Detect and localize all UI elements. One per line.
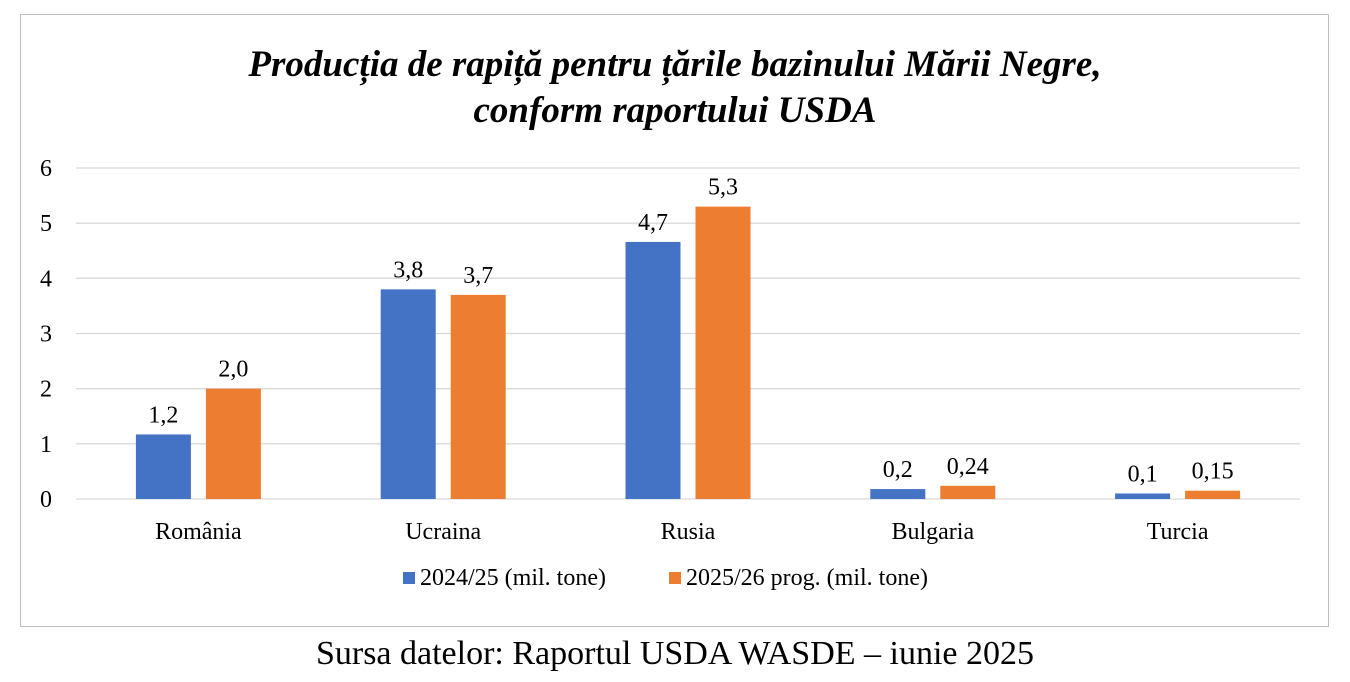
data-label: 0,2 <box>883 457 913 483</box>
y-tick-label: 1 <box>40 432 52 458</box>
data-label: 1,2 <box>148 402 178 428</box>
y-tick-label: 5 <box>40 211 52 237</box>
x-category-label: Rusia <box>661 519 716 545</box>
x-axis-category-labels: România Ucraina Rusia Bulgaria Turcia <box>155 519 1209 545</box>
bar <box>205 388 261 499</box>
y-axis-tick-labels: 0 1 2 3 4 5 6 <box>40 156 52 513</box>
chart-title-line-1: Producția de rapiță pentru țările bazinu… <box>248 44 1102 85</box>
bar <box>135 434 191 499</box>
data-label: 0,24 <box>947 454 989 480</box>
data-label: 5,3 <box>708 175 738 201</box>
y-tick-label: 3 <box>40 322 52 348</box>
legend-swatch <box>669 572 681 584</box>
x-category-label: Bulgaria <box>891 519 974 545</box>
chart-title-line-2: conform raportului USDA <box>473 90 877 131</box>
gridlines <box>76 167 1300 500</box>
chart-title: Producția de rapiță pentru țările bazinu… <box>0 42 1350 134</box>
bar <box>1115 493 1171 499</box>
data-label: 0,1 <box>1128 461 1158 487</box>
y-tick-label: 2 <box>40 377 52 403</box>
y-tick-label: 6 <box>40 156 52 182</box>
data-label: 2,0 <box>218 357 248 383</box>
data-label: 3,7 <box>463 263 493 289</box>
bar <box>1185 490 1241 499</box>
bar <box>625 241 681 499</box>
bar <box>380 289 436 499</box>
legend-label: 2025/26 prog. (mil. tone) <box>686 565 928 591</box>
bars <box>135 206 1241 499</box>
bar <box>940 485 996 499</box>
source-note: Sursa datelor: Raportul USDA WASDE – iun… <box>315 635 1035 672</box>
data-labels: 1,2 2,0 3,8 3,7 4,7 5,3 0,2 0,24 0,1 0,15 <box>148 175 1233 488</box>
x-category-label: Ucraina <box>405 519 481 545</box>
y-tick-label: 4 <box>40 266 52 292</box>
legend: 2024/25 (mil. tone) 2025/26 prog. (mil. t… <box>403 565 928 591</box>
bar <box>870 489 926 499</box>
bar <box>450 294 506 499</box>
data-label: 3,8 <box>393 257 423 283</box>
bar <box>695 206 751 499</box>
data-label: 4,7 <box>638 210 668 236</box>
legend-swatch <box>403 572 415 584</box>
y-tick-label: 0 <box>40 487 52 513</box>
x-category-label: Turcia <box>1147 519 1209 545</box>
x-category-label: România <box>155 519 242 545</box>
data-label: 0,15 <box>1192 459 1234 485</box>
legend-label: 2024/25 (mil. tone) <box>420 565 606 591</box>
